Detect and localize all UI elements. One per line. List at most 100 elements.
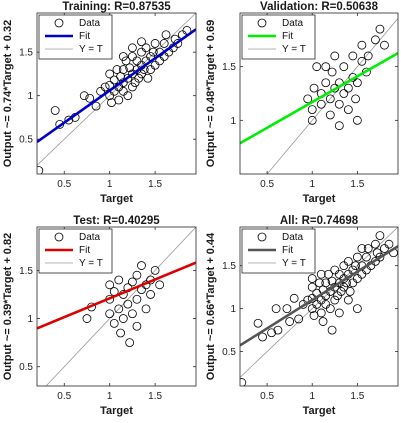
y-tick-label: 1.5 <box>19 48 33 59</box>
data-point <box>321 78 331 88</box>
data-point <box>315 278 324 288</box>
axes-box <box>36 12 197 175</box>
legend-box <box>241 14 316 60</box>
data-point <box>82 314 92 323</box>
data-point <box>137 37 146 47</box>
data-point <box>137 69 146 79</box>
data-point <box>118 65 128 74</box>
data-point <box>307 274 317 283</box>
data-point <box>384 239 394 249</box>
data-point <box>357 244 367 253</box>
y-tick-label: 0.5 <box>19 362 33 373</box>
x-tick-label: 0.5 <box>57 179 71 190</box>
data-point <box>334 308 344 318</box>
plot-marks <box>37 13 196 174</box>
data-point <box>64 115 74 125</box>
data-point <box>114 275 124 285</box>
data-point <box>343 105 353 114</box>
data-point <box>363 244 373 253</box>
legend-label: Y = T <box>282 44 306 55</box>
data-point <box>116 328 125 338</box>
data-point <box>267 328 277 338</box>
legend-label: Y = T <box>79 258 103 269</box>
y-axis-label: Output ~= 0.74*Target + 0.32 <box>2 20 14 167</box>
data-point <box>339 62 349 72</box>
data-point <box>105 280 115 290</box>
data-point <box>127 82 137 92</box>
data-point <box>318 317 328 326</box>
legend-label: Y = T <box>282 258 306 269</box>
data-point <box>330 295 340 305</box>
data-point <box>343 295 353 305</box>
panel-2: 0.5 1 1.5 1 1.5 Validation: R=0.50638 Target Ou… <box>205 1 399 205</box>
data-point <box>334 121 344 131</box>
y-tick-label: 1.5 <box>222 62 236 73</box>
data-point <box>348 51 358 61</box>
data-point <box>334 99 344 109</box>
data-point <box>127 43 137 53</box>
data-point <box>316 269 326 279</box>
data-point <box>50 106 60 115</box>
data-point <box>375 252 385 262</box>
identity-line <box>45 227 196 386</box>
plot-marks <box>37 227 196 386</box>
data-point <box>303 94 313 104</box>
data-point <box>339 282 349 292</box>
data-point <box>307 105 317 114</box>
x-tick-label: 1 <box>309 179 315 190</box>
chart-title: Training: R=0.87535 <box>62 1 171 13</box>
identity-line <box>266 18 398 174</box>
data-point <box>307 115 317 125</box>
data-point <box>339 89 349 98</box>
data-point <box>351 94 360 104</box>
x-tick-label: 1.5 <box>350 391 364 402</box>
data-point <box>372 248 382 258</box>
legend-label: Fit <box>79 245 90 256</box>
data-point <box>380 40 389 50</box>
data-point <box>79 91 89 101</box>
data-point <box>134 73 144 83</box>
data-point <box>105 69 115 79</box>
data-point <box>141 304 151 314</box>
chart-title: All: R=0.74698 <box>280 215 359 227</box>
data-point <box>150 39 160 48</box>
legend-label: Data <box>282 232 304 243</box>
data-point <box>325 304 335 314</box>
data-point <box>118 52 128 61</box>
data-point <box>161 30 171 40</box>
fit-line <box>240 52 398 145</box>
identity-line <box>37 13 196 166</box>
legend-label: Data <box>79 18 101 29</box>
axes-box <box>239 226 399 387</box>
fit-line <box>37 261 196 330</box>
data-point <box>253 318 263 328</box>
x-tick-label: 1 <box>309 391 315 402</box>
data-point <box>148 47 158 57</box>
legend-data-marker <box>257 232 267 242</box>
data-point <box>271 304 281 314</box>
data-point <box>363 51 373 61</box>
data-point <box>294 314 304 324</box>
data-point <box>316 308 326 318</box>
data-point <box>132 321 142 331</box>
panel-4: 0.5 1 1.5 0.5 1 1.5 All: R=0.74698 Target Output… <box>205 215 399 417</box>
data-point <box>324 269 333 279</box>
x-tick-label: 1 <box>107 391 113 402</box>
legend-label: Fit <box>282 31 293 42</box>
data-point <box>143 73 153 83</box>
data-point <box>357 40 367 50</box>
legend-label: Data <box>282 18 304 29</box>
legend-label: Data <box>79 232 101 243</box>
data-point <box>258 332 267 342</box>
data-point <box>330 51 340 61</box>
data-point <box>91 101 101 111</box>
y-tick-label: 0.5 <box>222 347 236 358</box>
x-axis-label: Target <box>303 193 336 205</box>
data-point <box>327 325 337 335</box>
data-point <box>159 39 169 48</box>
data-point <box>100 82 110 92</box>
data-point <box>112 65 122 74</box>
data-point <box>150 265 160 275</box>
legend: Data Fit Y = T <box>241 14 316 60</box>
data-point <box>316 99 326 109</box>
